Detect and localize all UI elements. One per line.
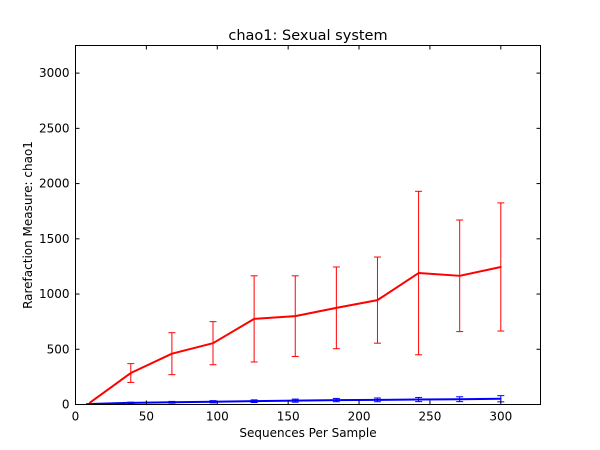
data-point [129, 402, 132, 404]
y-tick-label: 500 [47, 342, 70, 356]
x-tick-label: 150 [277, 410, 300, 424]
data-point [500, 397, 502, 400]
data-point [129, 372, 132, 374]
y-tick-label: 1500 [39, 232, 70, 246]
data-point [458, 398, 461, 400]
chart-title: chao1: Sexual system [228, 28, 387, 44]
y-tick-label: 2500 [39, 121, 70, 135]
x-axis-label: Sequences Per Sample [239, 426, 376, 440]
x-tick-label: 200 [348, 410, 371, 424]
data-point [376, 299, 379, 301]
data-point [376, 399, 379, 401]
x-tick-label: 0 [72, 410, 80, 424]
x-tick-label: 100 [206, 410, 229, 424]
data-point [417, 272, 420, 274]
data-point [294, 399, 297, 402]
data-point [458, 275, 461, 277]
y-axis-label: Rarefaction Measure: chao1 [21, 141, 35, 309]
y-tick-label: 3000 [39, 66, 70, 80]
series-0 [88, 190, 505, 404]
data-point [171, 401, 173, 404]
series-1 [86, 395, 505, 405]
data-point [171, 352, 173, 355]
data-point [212, 342, 214, 344]
x-tick-label: 250 [418, 410, 441, 424]
x-tick-label: 50 [139, 410, 154, 424]
data-point [294, 315, 297, 317]
y-tick-label: 1000 [39, 287, 70, 301]
y-tick-label: 0 [62, 398, 70, 412]
data-point [335, 399, 338, 401]
series-layer [86, 190, 505, 405]
data-point [500, 266, 502, 268]
axis-layer: 0 50 100 150 200 250 3000500100015002000250030… [39, 45, 541, 424]
y-tick-label: 2000 [39, 177, 70, 191]
plot-frame [75, 45, 541, 405]
data-point [417, 398, 420, 401]
data-point [253, 318, 255, 320]
data-point [335, 307, 338, 309]
data-point [212, 400, 214, 403]
x-tick-label: 300 [489, 410, 512, 424]
data-point [253, 400, 255, 402]
